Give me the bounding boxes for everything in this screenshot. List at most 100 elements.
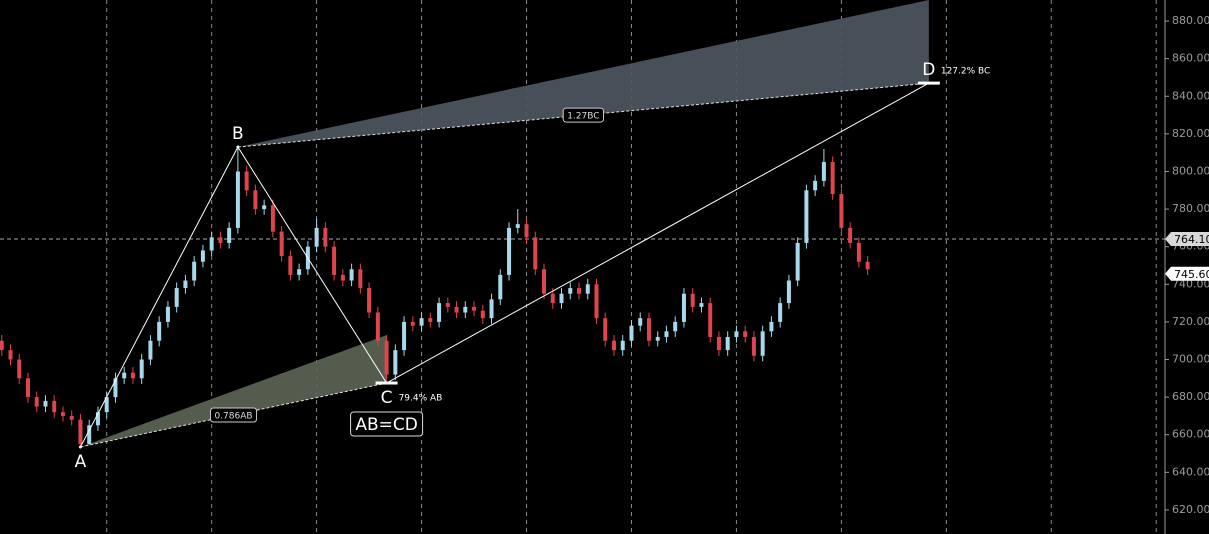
candle-body bbox=[568, 288, 573, 294]
candle-body bbox=[751, 336, 756, 356]
point-label: A bbox=[75, 452, 87, 472]
candle-body bbox=[480, 310, 485, 319]
y-tick-label: 880.00 bbox=[1172, 14, 1209, 27]
candle-body bbox=[760, 331, 765, 356]
y-tick-label: 860.00 bbox=[1172, 52, 1209, 65]
price-marker-label: 764.10 bbox=[1174, 233, 1209, 246]
candle-body bbox=[104, 397, 109, 413]
ratio-note: 79.4% AB bbox=[399, 394, 443, 404]
candle-body bbox=[25, 378, 30, 398]
pattern-title: AB=CD bbox=[355, 415, 418, 435]
level-bar bbox=[375, 381, 398, 385]
pattern-point bbox=[78, 445, 82, 449]
candle-body bbox=[323, 227, 328, 247]
candle-body bbox=[813, 180, 818, 191]
candle-body bbox=[638, 318, 643, 326]
label-box bbox=[562, 107, 605, 123]
candle-body bbox=[673, 321, 678, 332]
candle-body bbox=[157, 321, 162, 341]
candle-body bbox=[279, 231, 284, 257]
candle-body bbox=[402, 321, 407, 351]
candle-body bbox=[542, 269, 547, 294]
label-box bbox=[209, 407, 258, 423]
candle-body bbox=[174, 288, 179, 307]
candle-body bbox=[550, 293, 555, 304]
candle-body bbox=[655, 336, 660, 341]
pattern-leg bbox=[237, 146, 388, 384]
candle-body bbox=[664, 331, 669, 337]
candle-body bbox=[743, 331, 748, 337]
candle-body bbox=[17, 359, 22, 379]
candle-body bbox=[78, 419, 83, 445]
candle-body bbox=[183, 280, 188, 289]
candle-body bbox=[375, 312, 380, 341]
candle-body bbox=[60, 412, 65, 416]
candle-body bbox=[725, 336, 730, 351]
title-box bbox=[350, 411, 424, 437]
candle-body bbox=[848, 227, 853, 243]
candle-body bbox=[34, 397, 39, 407]
candle-body bbox=[690, 293, 695, 307]
candle-body bbox=[235, 171, 240, 228]
candle-body bbox=[533, 237, 538, 270]
candle-body bbox=[95, 412, 100, 426]
candle-body bbox=[821, 162, 826, 181]
point-label: D bbox=[922, 60, 935, 80]
pattern-leg bbox=[386, 82, 930, 384]
candle-body bbox=[349, 269, 354, 281]
candle-body bbox=[52, 400, 57, 413]
y-tick-label: 680.00 bbox=[1172, 390, 1209, 403]
candle-body bbox=[769, 321, 774, 332]
candle-body bbox=[515, 224, 520, 228]
projection-zone bbox=[237, 0, 929, 148]
candle-body bbox=[437, 303, 442, 322]
candle-body bbox=[288, 256, 293, 275]
candle-body bbox=[332, 246, 337, 275]
candle-body bbox=[708, 303, 713, 337]
candle-body bbox=[130, 372, 135, 379]
candle-body bbox=[489, 299, 494, 319]
candle-body bbox=[786, 280, 791, 304]
candle-body bbox=[218, 237, 223, 243]
candle-body bbox=[393, 350, 398, 375]
y-tick-label: 840.00 bbox=[1172, 89, 1209, 102]
candle-body bbox=[559, 293, 564, 304]
candle-body bbox=[253, 190, 258, 210]
pattern-leg bbox=[80, 146, 239, 448]
candle-body bbox=[681, 293, 686, 322]
candle-body bbox=[209, 237, 214, 251]
level-bar bbox=[917, 81, 940, 85]
candle-body bbox=[830, 162, 835, 195]
candle-body bbox=[629, 325, 634, 341]
y-tick-label: 640.00 bbox=[1172, 465, 1209, 478]
price-marker bbox=[1165, 266, 1209, 281]
price-marker bbox=[1165, 231, 1209, 246]
candle-body bbox=[507, 227, 512, 275]
candle-body bbox=[297, 269, 302, 275]
candle-body bbox=[200, 250, 205, 262]
candle-body bbox=[262, 205, 267, 210]
candle-body bbox=[472, 306, 477, 311]
point-label: C bbox=[381, 388, 393, 408]
candle-body bbox=[646, 318, 651, 341]
candle-body bbox=[340, 274, 345, 281]
pattern-point bbox=[236, 145, 240, 149]
candle-body bbox=[419, 318, 424, 326]
candle-body bbox=[358, 269, 363, 289]
ratio-note: 127.2% BC bbox=[941, 67, 990, 77]
candle-body bbox=[839, 194, 844, 228]
candle-body bbox=[0, 340, 4, 351]
y-tick-label: 700.00 bbox=[1172, 353, 1209, 366]
candle-body bbox=[594, 284, 599, 319]
candle-body bbox=[8, 350, 13, 360]
candle-body bbox=[314, 227, 319, 247]
zone-label: 0.786AB bbox=[209, 407, 258, 423]
candle-body bbox=[585, 284, 590, 294]
candle-body bbox=[865, 261, 870, 270]
candle-body bbox=[139, 359, 144, 379]
point-label: B bbox=[232, 124, 244, 144]
y-tick-label: 780.00 bbox=[1172, 202, 1209, 215]
candle-body bbox=[122, 372, 127, 379]
